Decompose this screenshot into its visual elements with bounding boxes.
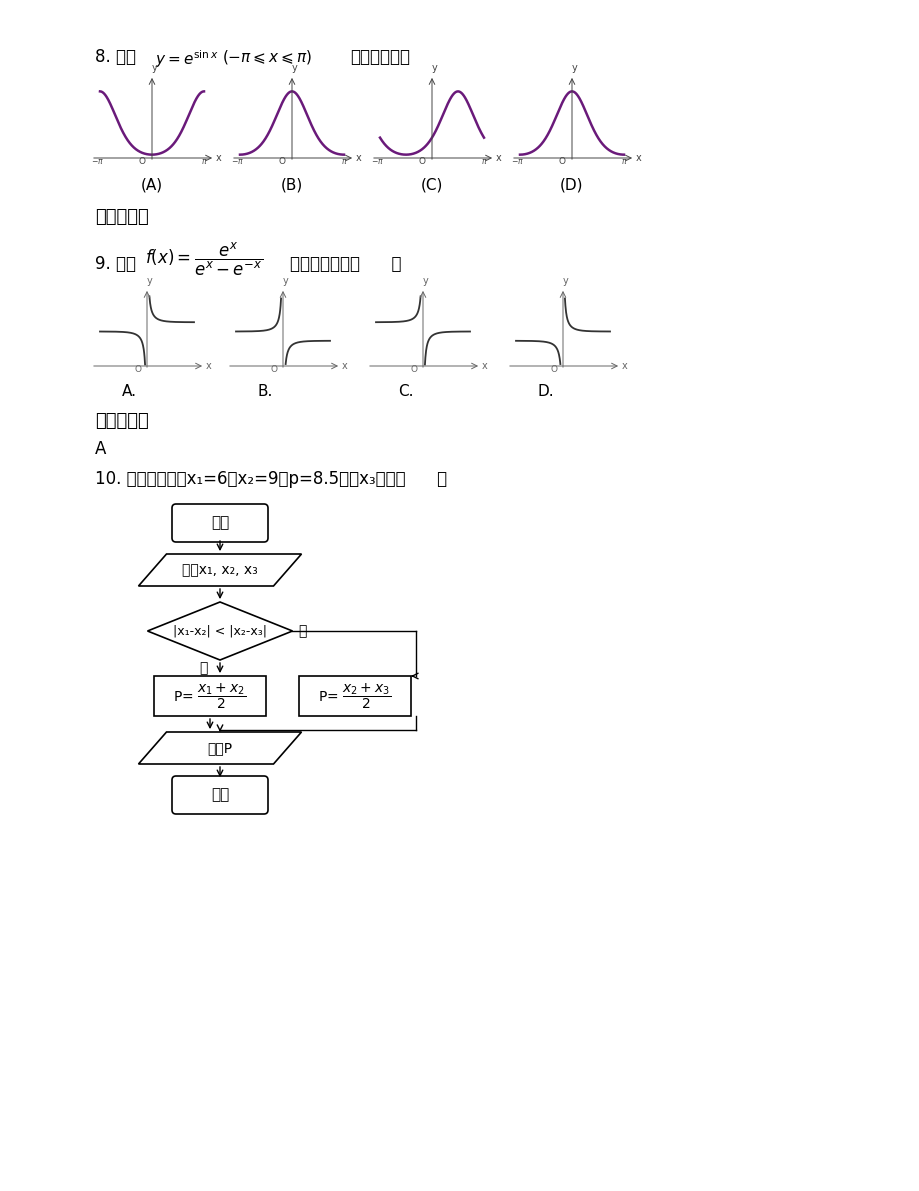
Text: x: x	[356, 152, 361, 163]
Text: (A): (A)	[141, 177, 163, 193]
Bar	[153, 676, 266, 716]
Text: (D): (D)	[560, 177, 584, 193]
Text: y: y	[423, 276, 428, 286]
Text: x: x	[635, 152, 641, 163]
Text: x: x	[206, 361, 211, 372]
Text: A.: A.	[122, 384, 137, 399]
Text: B.: B.	[257, 384, 273, 399]
Text: 结束: 结束	[210, 787, 229, 803]
Text: (B): (B)	[280, 177, 302, 193]
Text: y: y	[432, 63, 437, 73]
Text: $f(x)=\dfrac{e^x}{e^x-e^{-x}}$: $f(x)=\dfrac{e^x}{e^x-e^{-x}}$	[145, 241, 263, 279]
FancyBboxPatch shape	[172, 504, 267, 542]
Text: O: O	[550, 364, 558, 374]
Text: (C): (C)	[420, 177, 443, 193]
Text: $-\pi$: $-\pi$	[232, 157, 244, 166]
Text: D.: D.	[538, 384, 554, 399]
Text: y: y	[562, 276, 568, 286]
Text: x: x	[342, 361, 347, 372]
Polygon shape	[147, 601, 292, 660]
Text: 输出P: 输出P	[207, 741, 233, 755]
Text: $y=e^{\sin x}$: $y=e^{\sin x}$	[154, 48, 219, 70]
Text: y: y	[292, 63, 298, 73]
Text: 的大致图象为: 的大致图象为	[349, 48, 410, 66]
Text: O: O	[271, 364, 278, 374]
Text: |x₁-x₂| < |x₂-x₃|: |x₁-x₂| < |x₂-x₃|	[173, 624, 267, 637]
Text: 10. 如图框图，当x₁=6，x₂=9，p=8.5时，x₃等于（      ）: 10. 如图框图，当x₁=6，x₂=9，p=8.5时，x₃等于（ ）	[95, 470, 447, 488]
Text: O: O	[418, 157, 425, 166]
Text: $\pi$: $\pi$	[200, 157, 207, 166]
Text: $\pi$: $\pi$	[480, 157, 487, 166]
Text: O: O	[135, 364, 142, 374]
Text: 参考答案：: 参考答案：	[95, 412, 149, 430]
Text: y: y	[283, 276, 289, 286]
Text: x: x	[621, 361, 627, 372]
Text: y: y	[147, 276, 153, 286]
Text: x: x	[216, 152, 221, 163]
Text: y: y	[152, 63, 158, 73]
Text: x: x	[482, 361, 487, 372]
Text: y: y	[572, 63, 577, 73]
Text: A: A	[95, 439, 107, 459]
Text: x: x	[495, 152, 501, 163]
Text: 否: 否	[298, 624, 306, 638]
Polygon shape	[139, 732, 301, 763]
Text: 输入x₁, x₂, x₃: 输入x₁, x₂, x₃	[182, 563, 257, 576]
Polygon shape	[139, 554, 301, 586]
Text: C.: C.	[398, 384, 413, 399]
Text: $\pi$: $\pi$	[340, 157, 347, 166]
Text: O: O	[559, 157, 565, 166]
Text: $-\pi$: $-\pi$	[371, 157, 384, 166]
Text: 参考答案：: 参考答案：	[95, 208, 149, 226]
Text: O: O	[411, 364, 417, 374]
Text: $-\pi$: $-\pi$	[91, 157, 105, 166]
Text: 的图象大致是（      ）: 的图象大致是（ ）	[289, 255, 401, 273]
FancyBboxPatch shape	[172, 777, 267, 813]
Text: O: O	[278, 157, 286, 166]
Text: O: O	[139, 157, 146, 166]
Text: 9. 函数: 9. 函数	[95, 255, 136, 273]
Bar	[299, 676, 411, 716]
Text: $\pi$: $\pi$	[620, 157, 627, 166]
Text: 是: 是	[199, 661, 208, 675]
Text: $(-\pi\leqslant x\leqslant\pi)$: $(-\pi\leqslant x\leqslant\pi)$	[221, 48, 312, 66]
Text: $-\pi$: $-\pi$	[511, 157, 524, 166]
Text: 开始: 开始	[210, 516, 229, 530]
Text: 8. 函数: 8. 函数	[95, 48, 136, 66]
Text: P= $\dfrac{x_1+x_2}{2}$: P= $\dfrac{x_1+x_2}{2}$	[174, 681, 246, 711]
Text: P= $\dfrac{x_2+x_3}{2}$: P= $\dfrac{x_2+x_3}{2}$	[318, 681, 391, 711]
